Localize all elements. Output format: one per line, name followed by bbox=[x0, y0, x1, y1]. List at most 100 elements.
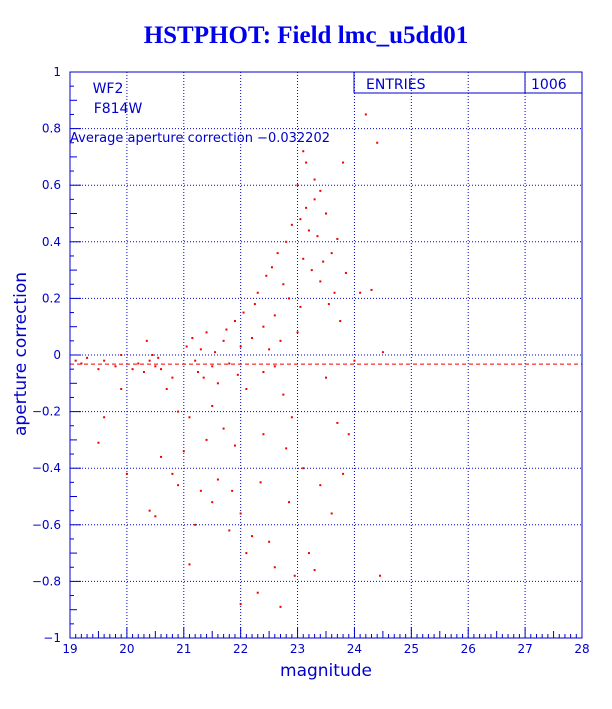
data-point bbox=[370, 288, 373, 291]
data-point bbox=[157, 356, 160, 359]
data-point bbox=[279, 605, 282, 608]
data-point bbox=[154, 515, 157, 518]
data-point bbox=[74, 359, 77, 362]
data-point bbox=[199, 489, 202, 492]
data-point bbox=[307, 229, 310, 232]
data-point bbox=[225, 328, 228, 331]
y-tick-label: −1 bbox=[43, 631, 61, 645]
data-point bbox=[236, 373, 239, 376]
data-point bbox=[305, 161, 308, 164]
x-tick-label: 27 bbox=[517, 642, 532, 656]
data-point bbox=[302, 467, 305, 470]
y-tick-label: −0.8 bbox=[32, 574, 61, 588]
data-point bbox=[290, 223, 293, 226]
data-point bbox=[228, 362, 231, 365]
x-tick-label: 24 bbox=[347, 642, 362, 656]
data-point bbox=[216, 382, 219, 385]
data-point bbox=[259, 481, 262, 484]
data-point bbox=[256, 291, 259, 294]
data-point bbox=[171, 376, 174, 379]
data-point bbox=[268, 348, 271, 351]
data-point bbox=[245, 552, 248, 555]
stats-label: ENTRIES bbox=[366, 77, 426, 93]
data-point bbox=[239, 603, 242, 606]
data-point bbox=[185, 345, 188, 348]
data-point bbox=[191, 337, 194, 340]
data-point bbox=[177, 410, 180, 413]
data-point bbox=[245, 387, 248, 390]
data-point bbox=[282, 393, 285, 396]
data-point bbox=[325, 376, 327, 379]
data-point bbox=[262, 433, 265, 436]
data-point bbox=[182, 450, 185, 453]
data-point bbox=[302, 150, 305, 153]
data-point bbox=[265, 274, 268, 277]
data-point bbox=[313, 178, 316, 181]
data-point bbox=[231, 489, 234, 492]
data-point bbox=[268, 540, 271, 543]
data-point bbox=[188, 416, 191, 419]
data-point bbox=[137, 362, 140, 365]
data-points bbox=[74, 113, 384, 608]
data-point bbox=[313, 569, 316, 572]
data-point bbox=[154, 365, 157, 368]
data-point bbox=[103, 416, 106, 419]
filter-label: F814W bbox=[94, 101, 143, 117]
data-point bbox=[142, 370, 145, 373]
x-tick-label: 19 bbox=[62, 642, 77, 656]
x-tick-label: 28 bbox=[574, 642, 589, 656]
data-point bbox=[381, 351, 384, 354]
data-point bbox=[97, 441, 100, 444]
data-point bbox=[342, 472, 345, 475]
axis-ticks bbox=[69, 71, 583, 639]
data-point bbox=[251, 337, 254, 340]
data-point bbox=[342, 161, 345, 164]
data-point bbox=[336, 237, 339, 240]
data-point bbox=[290, 416, 293, 419]
data-point bbox=[339, 320, 342, 323]
data-point bbox=[307, 552, 310, 555]
data-point bbox=[364, 113, 367, 116]
data-point bbox=[316, 235, 319, 238]
data-point bbox=[145, 339, 148, 342]
data-point bbox=[313, 198, 316, 201]
data-point bbox=[359, 291, 362, 294]
data-point bbox=[165, 387, 168, 390]
data-point bbox=[194, 523, 197, 526]
data-point bbox=[327, 303, 330, 306]
data-point bbox=[120, 354, 123, 356]
data-point bbox=[239, 345, 242, 348]
data-point bbox=[160, 455, 163, 458]
y-tick-label: 0.6 bbox=[42, 178, 61, 192]
data-point bbox=[285, 240, 288, 243]
data-point bbox=[211, 404, 214, 407]
data-point bbox=[288, 297, 291, 300]
data-point bbox=[273, 566, 276, 569]
y-tick-label: −0.6 bbox=[32, 518, 61, 532]
data-point bbox=[293, 574, 296, 577]
y-tick-label: 0.8 bbox=[42, 122, 61, 136]
x-tick-label: 23 bbox=[290, 642, 305, 656]
data-point bbox=[177, 484, 180, 487]
data-point bbox=[285, 447, 288, 450]
data-point bbox=[103, 359, 106, 362]
data-point bbox=[336, 421, 339, 424]
data-point bbox=[194, 359, 197, 362]
data-point bbox=[305, 206, 308, 209]
data-point bbox=[211, 365, 214, 368]
average-annotation: Average aperture correction −0.032202 bbox=[70, 131, 330, 146]
data-point bbox=[188, 563, 191, 566]
data-point bbox=[131, 368, 134, 371]
data-point bbox=[319, 189, 322, 192]
data-point bbox=[322, 260, 325, 263]
data-point bbox=[256, 591, 259, 594]
data-point bbox=[319, 484, 322, 487]
data-point bbox=[262, 370, 265, 373]
data-point bbox=[302, 257, 305, 260]
data-point bbox=[319, 280, 322, 283]
x-tick-labels: 19 20 21 22 23 24 25 26 27 28 bbox=[62, 642, 589, 656]
data-point bbox=[379, 574, 382, 577]
data-point bbox=[282, 283, 285, 286]
data-point bbox=[333, 291, 336, 294]
data-point bbox=[222, 427, 225, 430]
